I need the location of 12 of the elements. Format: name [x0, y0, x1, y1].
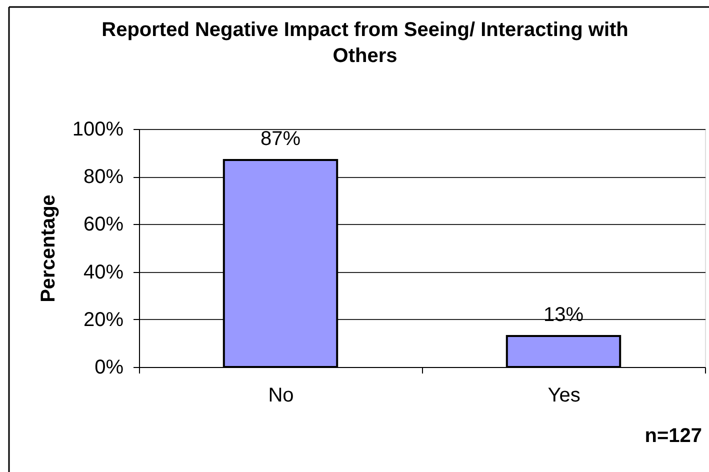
x-tick-label: No [268, 384, 294, 406]
y-tick-label: 60% [83, 214, 124, 236]
y-tick-label: 100% [72, 118, 124, 140]
text: n=127 [644, 425, 702, 447]
x-tick-label: Yes [548, 384, 580, 406]
data-label: 87% [260, 128, 301, 150]
y-tick-label: 80% [83, 166, 124, 188]
y-tick-label: 20% [83, 308, 124, 331]
chart-title: Reported Negative Impact from Seeing/ Interacting with Others [102, 19, 628, 67]
y-tick-label: 0% [94, 356, 124, 378]
y-axis-title: Percentage [37, 194, 60, 302]
y-tick-label: 40% [83, 261, 124, 284]
